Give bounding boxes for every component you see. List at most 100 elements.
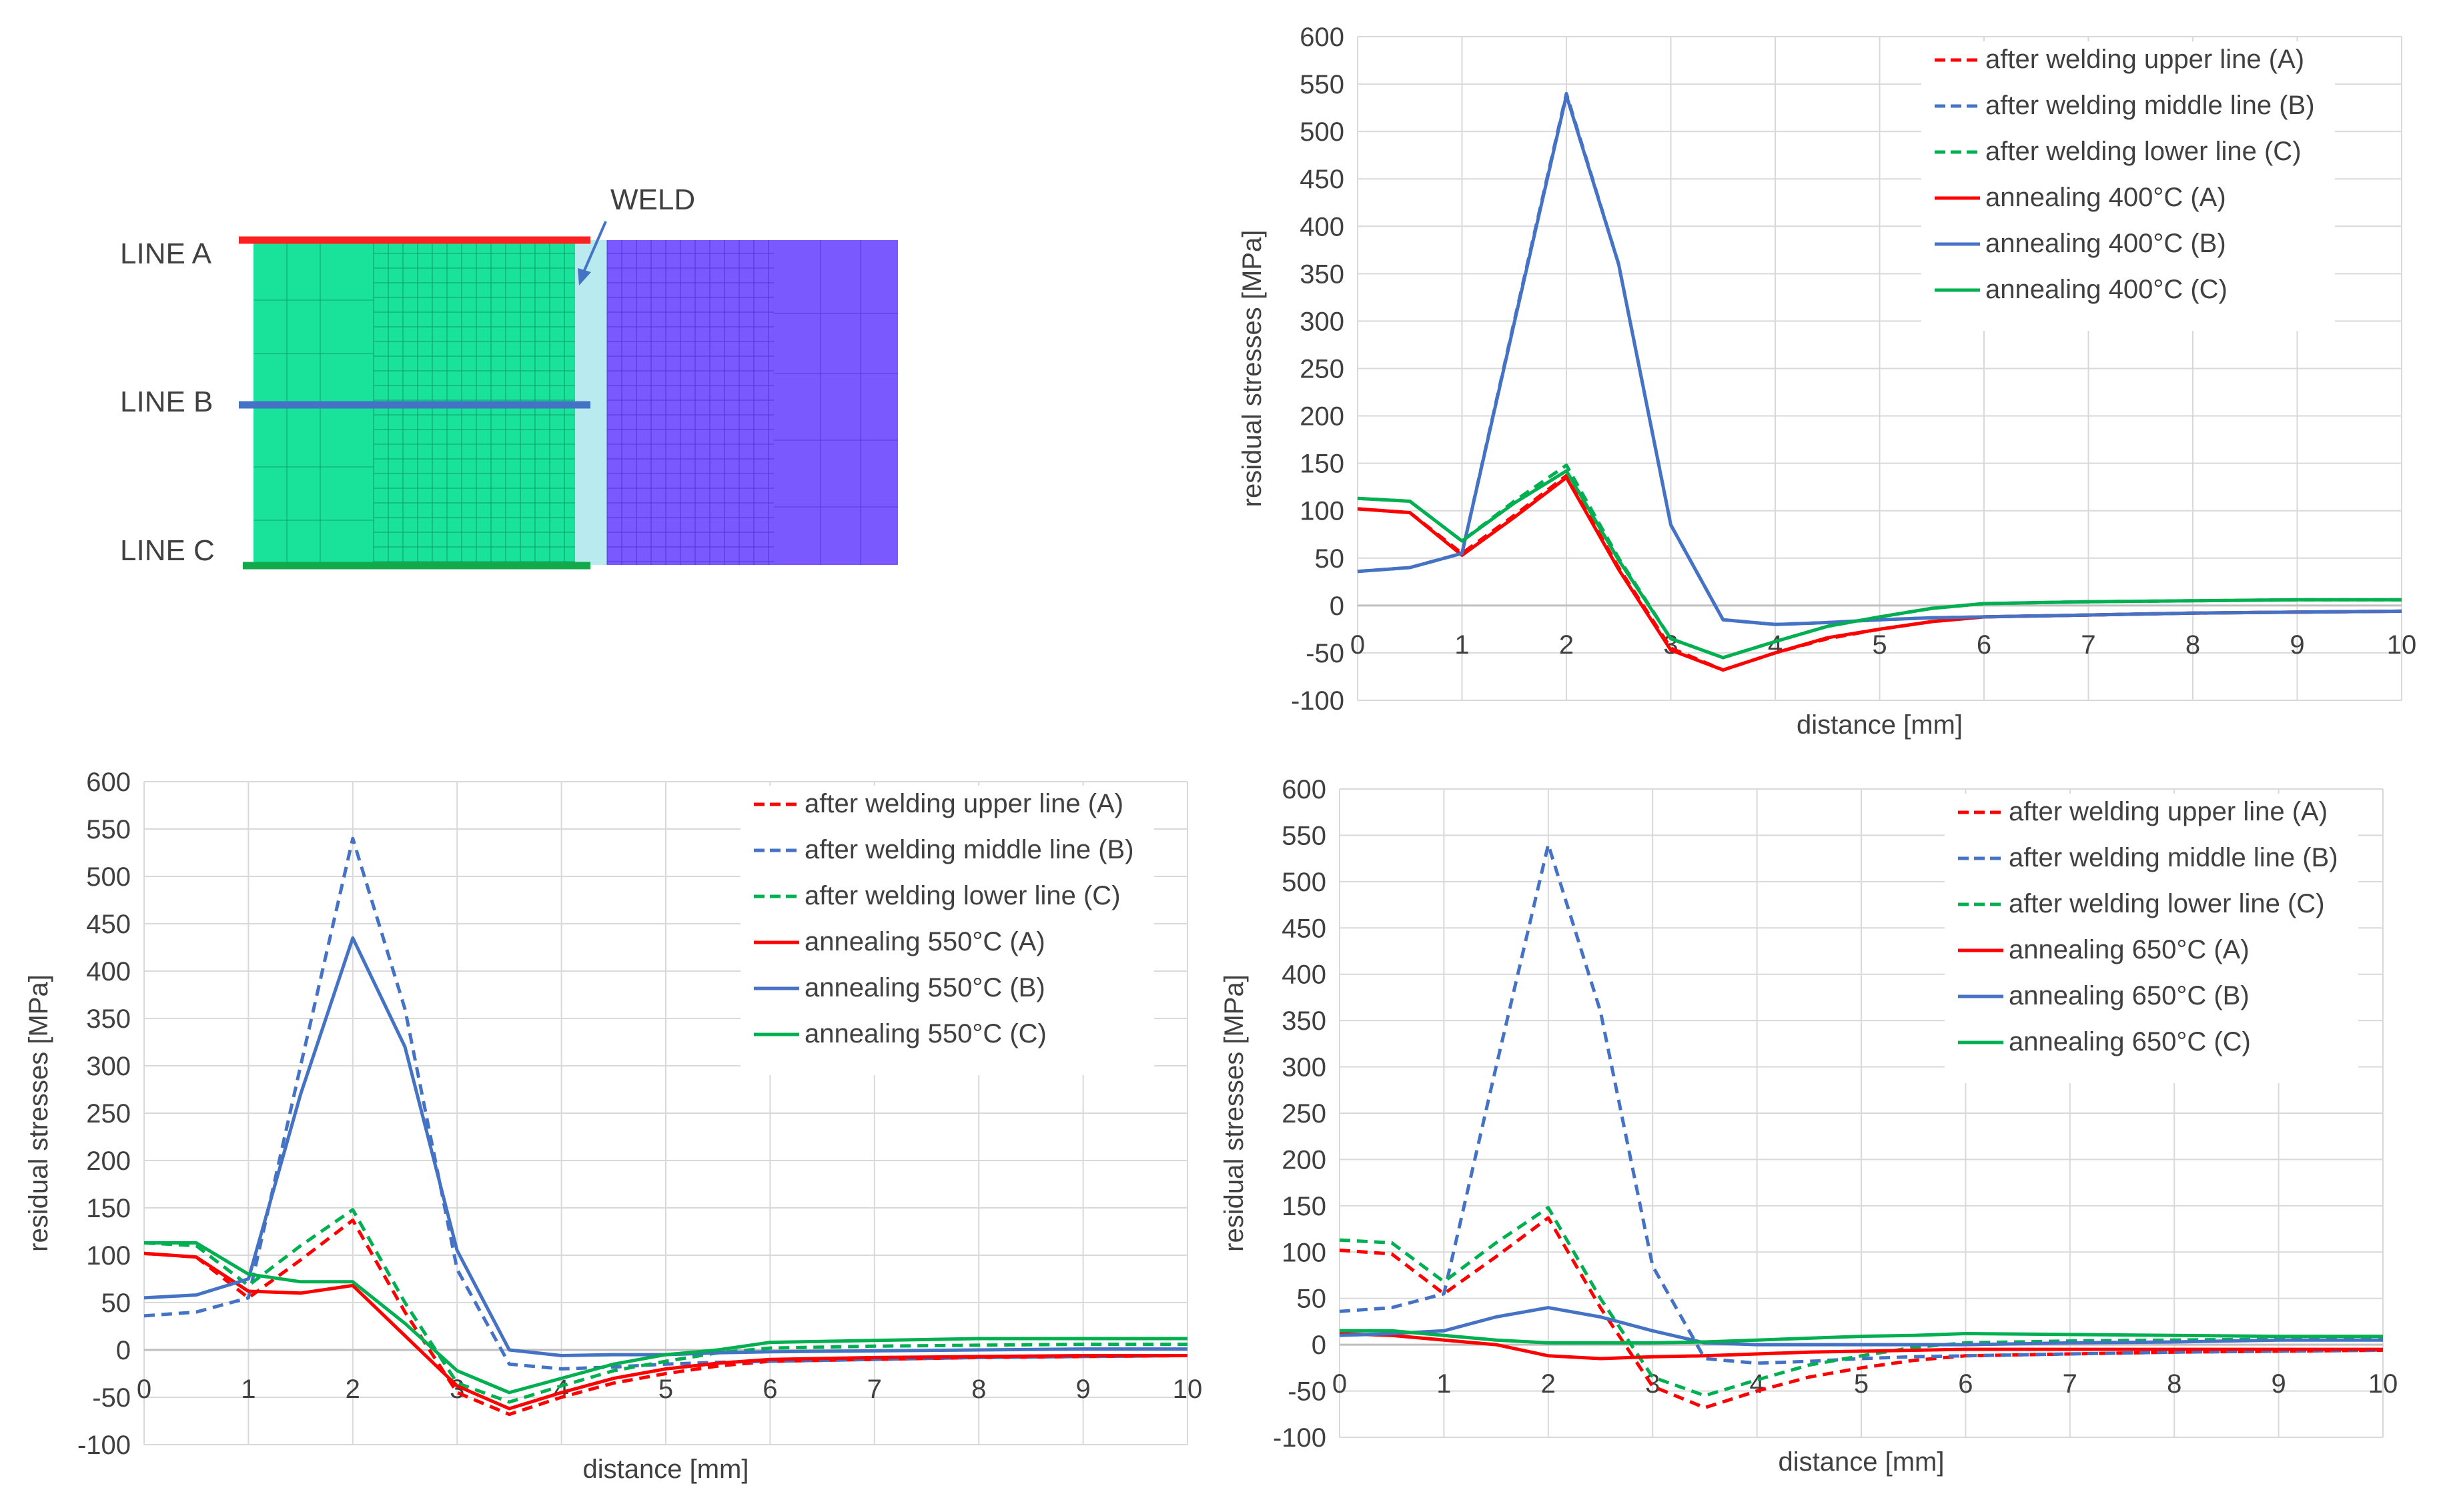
y-tick-label: 300 xyxy=(1282,1053,1326,1082)
x-axis-label: distance [mm] xyxy=(1779,1447,1945,1477)
y-tick-label: 600 xyxy=(1300,23,1344,52)
y-tick-label: 550 xyxy=(86,815,131,844)
x-tick-label: 7 xyxy=(2063,1369,2077,1399)
legend-entry-label: after welding upper line (A) xyxy=(1985,45,2304,74)
y-tick-label: 450 xyxy=(1300,165,1344,194)
line-c-label: LINE C xyxy=(120,534,215,567)
series-line xyxy=(1357,93,2402,626)
legend-entry-label: after welding middle line (B) xyxy=(2009,843,2338,872)
legend-entry-label: annealing 400°C (A) xyxy=(1985,183,2226,212)
series-line xyxy=(1339,1332,2383,1361)
x-tick-label: 8 xyxy=(2167,1369,2181,1399)
series-line xyxy=(1340,1329,2383,1345)
y-tick-label: 550 xyxy=(1300,70,1344,99)
x-tick-label: 5 xyxy=(1872,630,1887,660)
series-line xyxy=(143,1208,1187,1404)
y-tick-label: 350 xyxy=(1300,259,1344,289)
y-tick-label: 50 xyxy=(101,1289,131,1318)
y-tick-label: 350 xyxy=(86,1004,131,1034)
x-tick-label: 0 xyxy=(1332,1369,1347,1399)
y-tick-label: 100 xyxy=(1282,1238,1326,1267)
weld-schematic: LINE A LINE B LINE C WELD xyxy=(120,183,898,570)
x-tick-label: 8 xyxy=(2185,630,2200,660)
legend-entry-label: annealing 550°C (A) xyxy=(805,927,1045,956)
y-tick-label: 0 xyxy=(116,1336,131,1365)
x-tick-label: 6 xyxy=(1958,1369,1973,1399)
y-axis-label: residual stresses [MPa] xyxy=(1219,974,1249,1252)
y-tick-label: 500 xyxy=(1300,117,1344,147)
base-material-right xyxy=(607,240,898,565)
y-tick-label: 450 xyxy=(1282,914,1326,943)
mesh-grid-right xyxy=(606,240,898,565)
y-tick-label: 0 xyxy=(1330,592,1344,621)
x-axis-label: distance [mm] xyxy=(583,1455,749,1484)
legend-entry-label: annealing 650°C (C) xyxy=(2009,1027,2251,1056)
weld-arrowhead-icon xyxy=(578,268,591,285)
weld-label: WELD xyxy=(610,183,695,216)
line-b-label: LINE B xyxy=(120,386,213,418)
y-axis-label: residual stresses [MPa] xyxy=(24,974,53,1252)
x-tick-label: 9 xyxy=(2290,630,2304,660)
x-tick-label: 1 xyxy=(1454,630,1469,660)
x-tick-label: 7 xyxy=(867,1375,882,1404)
y-axis-label: residual stresses [MPa] xyxy=(1238,230,1267,508)
x-tick-label: 5 xyxy=(658,1375,673,1404)
x-tick-label: 6 xyxy=(1977,630,1991,660)
y-tick-label: 400 xyxy=(1282,960,1326,990)
y-tick-label: 150 xyxy=(1282,1192,1326,1221)
x-tick-label: 9 xyxy=(1075,1375,1090,1404)
y-tick-label: 50 xyxy=(1297,1285,1327,1314)
y-tick-label: -100 xyxy=(1291,686,1344,716)
y-tick-label: -100 xyxy=(77,1431,131,1460)
y-tick-label: -100 xyxy=(1273,1423,1326,1453)
x-tick-label: 6 xyxy=(763,1375,777,1404)
y-tick-label: 600 xyxy=(86,768,131,797)
series-line xyxy=(1339,1216,2384,1410)
y-tick-label: -50 xyxy=(92,1383,131,1413)
legend-entry-label: annealing 650°C (A) xyxy=(2009,935,2250,964)
y-tick-label: 200 xyxy=(1300,402,1344,432)
series-line xyxy=(1339,1206,2383,1397)
y-tick-label: 300 xyxy=(1300,307,1344,336)
y-tick-label: -50 xyxy=(1306,639,1344,668)
legend-entry-label: after welding lower line (C) xyxy=(1985,137,2302,166)
series-line xyxy=(1339,842,2384,1365)
legend-entry-label: after welding lower line (C) xyxy=(805,881,1121,910)
weld-pointer-arrow xyxy=(582,221,607,274)
legend-background xyxy=(741,786,1154,1075)
chart-annealing-550: -100-50050100150200250300350400450500550… xyxy=(24,768,1202,1484)
legend-entry-label: annealing 550°C (C) xyxy=(805,1019,1047,1048)
y-tick-label: 50 xyxy=(1315,544,1345,574)
x-tick-label: 10 xyxy=(2387,630,2417,660)
x-tick-label: 1 xyxy=(1436,1369,1451,1399)
series-line xyxy=(144,1241,1187,1395)
legend-entry-label: annealing 400°C (B) xyxy=(1985,229,2226,258)
y-tick-label: 200 xyxy=(86,1147,131,1176)
y-tick-label: 500 xyxy=(86,862,131,892)
series-line xyxy=(143,1219,1188,1417)
x-tick-label: 5 xyxy=(1854,1369,1869,1399)
chart-annealing-400: -100-50050100150200250300350400450500550… xyxy=(1238,23,2416,740)
y-tick-label: 0 xyxy=(1312,1331,1326,1360)
y-tick-label: 300 xyxy=(86,1052,131,1081)
x-tick-label: 10 xyxy=(1173,1375,1203,1404)
x-tick-label: 9 xyxy=(2271,1369,2286,1399)
legend-entry-label: annealing 550°C (B) xyxy=(805,973,1045,1002)
y-tick-label: 100 xyxy=(1300,497,1344,526)
x-axis-label: distance [mm] xyxy=(1797,710,1963,740)
legend-entry-label: after welding middle line (B) xyxy=(1985,91,2315,120)
series-line xyxy=(1357,469,2402,660)
x-tick-label: 8 xyxy=(971,1375,986,1404)
legend-entry-label: after welding middle line (B) xyxy=(805,835,1134,864)
y-tick-label: 250 xyxy=(86,1099,131,1128)
legend-entry-label: after welding upper line (A) xyxy=(805,789,1123,818)
legend-entry-label: after welding lower line (C) xyxy=(2009,889,2325,918)
y-tick-label: 600 xyxy=(1282,775,1326,804)
y-tick-label: 500 xyxy=(1282,868,1326,897)
y-tick-label: 350 xyxy=(1282,1006,1326,1036)
legend-entry-label: after welding upper line (A) xyxy=(2009,797,2328,826)
y-tick-label: -50 xyxy=(1288,1377,1326,1407)
line-a-label: LINE A xyxy=(120,237,212,270)
x-tick-label: 1 xyxy=(241,1375,256,1404)
series-line xyxy=(143,1251,1187,1411)
